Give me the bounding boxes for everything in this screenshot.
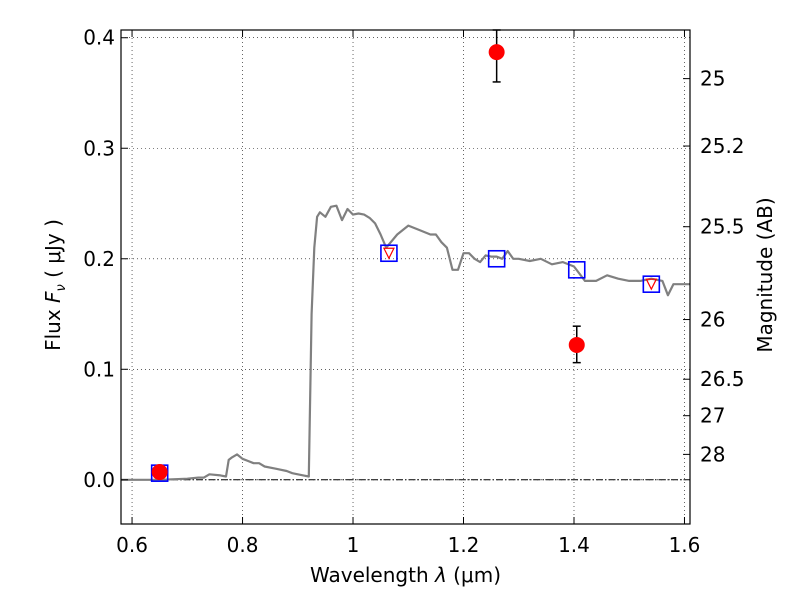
y-tick-label: 0.3 bbox=[83, 136, 115, 160]
model-sed-line bbox=[121, 204, 690, 481]
x-tick-label: 1.2 bbox=[448, 533, 480, 557]
y-tick-label: 0.2 bbox=[83, 247, 115, 271]
x-tick-label: 0.8 bbox=[227, 533, 259, 557]
y2-tick-label: 28 bbox=[700, 442, 725, 466]
y2-tick-label: 26.5 bbox=[700, 367, 745, 391]
measured-flux-point bbox=[568, 336, 585, 353]
plot-series bbox=[121, 29, 690, 482]
y2-tick-label: 25 bbox=[700, 67, 725, 91]
y2-axis-label: Magnitude (AB) bbox=[753, 197, 777, 352]
upper-limit-marker bbox=[382, 247, 395, 260]
model-photometry-square bbox=[567, 261, 586, 279]
upper-limit-marker bbox=[645, 278, 658, 291]
measured-flux-point bbox=[488, 44, 505, 61]
x-tick-label: 1.6 bbox=[669, 533, 701, 557]
y2-tick-label: 26 bbox=[700, 308, 725, 332]
y-tick-label: 0.0 bbox=[83, 468, 115, 492]
model-photometry-square bbox=[380, 244, 398, 263]
plot-frame bbox=[120, 29, 691, 525]
axis-ticks: 0.6 0.8 1 1.2 1.4 1.6 0.0 0.1 0.2 0.3 0.4 25 25.2 25.… bbox=[83, 26, 744, 557]
y2-tick-label: 27 bbox=[700, 404, 725, 428]
y2-tick-label: 25.2 bbox=[700, 134, 745, 158]
y2-tick-label: 25.5 bbox=[700, 215, 745, 239]
x-tick-label: 1.4 bbox=[558, 533, 590, 557]
x-axis-label: Wavelength λ (μm) bbox=[310, 563, 501, 587]
model-photometry-square bbox=[487, 249, 506, 268]
y-tick-label: 0.1 bbox=[83, 357, 115, 381]
y-axis-label: Flux Fν ( μJy ) bbox=[41, 219, 69, 351]
measured-flux-point bbox=[151, 464, 168, 481]
x-tick-label: 0.6 bbox=[116, 533, 148, 557]
model-photometry-square bbox=[642, 275, 661, 293]
y-tick-label: 0.4 bbox=[83, 26, 115, 50]
x-tick-label: 1 bbox=[347, 533, 360, 557]
